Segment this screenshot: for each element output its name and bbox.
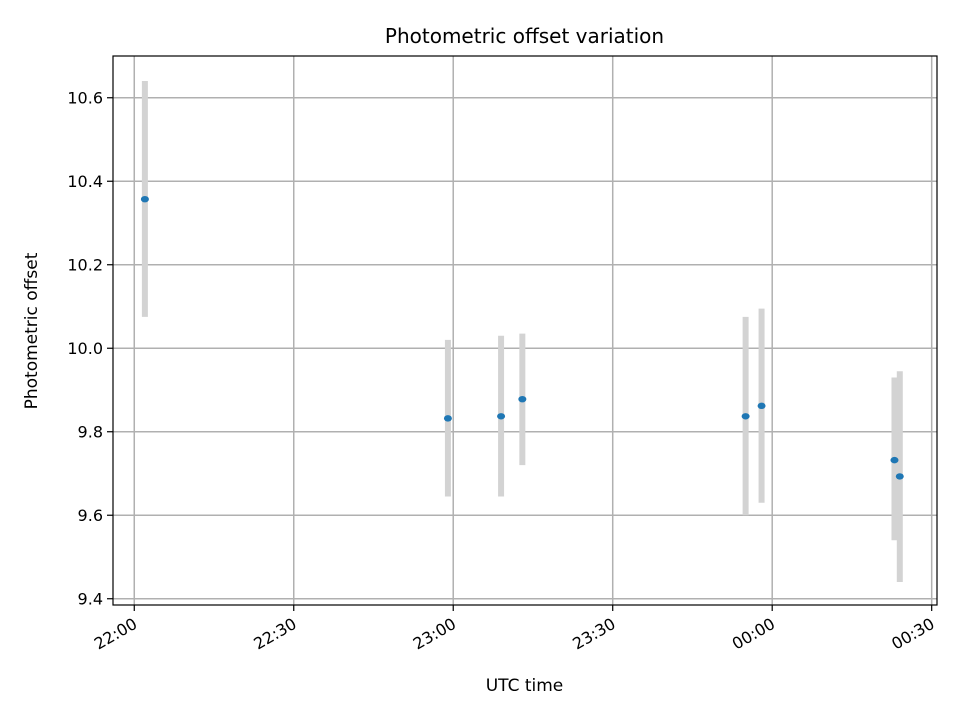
data-points xyxy=(140,195,904,480)
plot-frame xyxy=(112,55,938,606)
y-axis-ticks: 9.4 9.6 9.8 10.0 10.2 10.4 10.6 xyxy=(67,89,113,609)
y-tick-label: 9.6 xyxy=(78,506,103,525)
data-point xyxy=(497,413,506,420)
y-tick-label: 10.4 xyxy=(67,172,103,191)
data-point xyxy=(895,473,904,480)
y-tick-label: 9.8 xyxy=(78,423,103,442)
data-point xyxy=(890,456,899,464)
data-point xyxy=(140,195,149,203)
y-tick-label: 10.6 xyxy=(67,89,103,108)
data-point xyxy=(757,402,766,410)
data-point xyxy=(518,395,527,403)
y-tick-label: 10.2 xyxy=(67,256,103,275)
data-point xyxy=(741,413,750,420)
y-tick-label: 10.0 xyxy=(67,339,103,358)
data-point xyxy=(443,415,452,422)
y-tick-label: 9.4 xyxy=(78,590,103,609)
y-axis-title: Photometric offset xyxy=(22,252,42,409)
x-axis-title: UTC time xyxy=(486,676,564,696)
chart-title: Photometric offset variation xyxy=(385,24,664,48)
